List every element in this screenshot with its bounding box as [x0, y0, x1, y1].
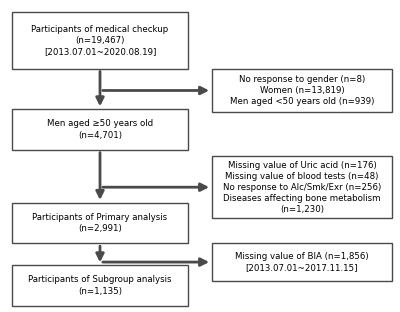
FancyBboxPatch shape	[12, 265, 188, 306]
FancyBboxPatch shape	[212, 243, 392, 281]
FancyBboxPatch shape	[12, 203, 188, 243]
Text: Participants of Subgroup analysis
(n=1,135): Participants of Subgroup analysis (n=1,1…	[28, 275, 172, 295]
Text: Missing value of BIA (n=1,856)
[2013.07.01~2017.11.15]: Missing value of BIA (n=1,856) [2013.07.…	[235, 252, 369, 272]
Text: Participants of medical checkup
(n=19,467)
[2013.07.01~2020.08.19]: Participants of medical checkup (n=19,46…	[31, 25, 169, 56]
FancyBboxPatch shape	[212, 156, 392, 218]
FancyBboxPatch shape	[12, 109, 188, 150]
Text: Participants of Primary analysis
(n=2,991): Participants of Primary analysis (n=2,99…	[32, 213, 168, 233]
FancyBboxPatch shape	[12, 12, 188, 69]
Text: No response to gender (n=8)
Women (n=13,819)
Men aged <50 years old (n=939): No response to gender (n=8) Women (n=13,…	[230, 75, 374, 106]
FancyBboxPatch shape	[212, 69, 392, 112]
Text: Men aged ≥50 years old
(n=4,701): Men aged ≥50 years old (n=4,701)	[47, 119, 153, 139]
Text: Missing value of Uric acid (n=176)
Missing value of blood tests (n=48)
No respon: Missing value of Uric acid (n=176) Missi…	[223, 160, 381, 214]
